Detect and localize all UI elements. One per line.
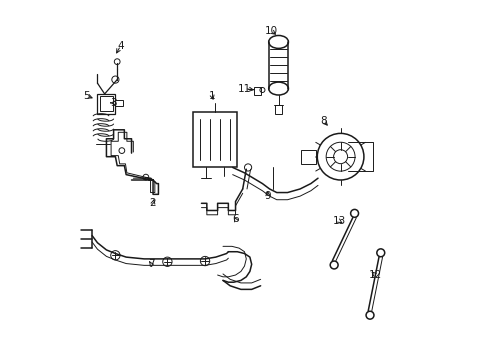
Text: 4: 4 bbox=[117, 41, 124, 50]
Text: 8: 8 bbox=[320, 116, 326, 126]
Bar bbox=[254, 87, 260, 95]
Text: 12: 12 bbox=[368, 270, 381, 280]
Text: 1: 1 bbox=[208, 91, 215, 101]
Ellipse shape bbox=[268, 36, 288, 48]
Text: 7: 7 bbox=[148, 259, 154, 269]
Bar bbox=[97, 94, 115, 114]
Text: 9: 9 bbox=[264, 191, 270, 201]
Circle shape bbox=[350, 210, 358, 217]
Text: 13: 13 bbox=[332, 216, 346, 226]
Bar bbox=[192, 112, 237, 167]
Bar bbox=[301, 149, 315, 164]
Text: 2: 2 bbox=[149, 198, 156, 208]
Circle shape bbox=[376, 249, 384, 257]
Circle shape bbox=[329, 261, 337, 269]
Text: 6: 6 bbox=[232, 215, 238, 224]
Bar bbox=[115, 100, 122, 106]
Text: 11: 11 bbox=[237, 84, 251, 94]
Bar bbox=[100, 96, 113, 111]
Text: 10: 10 bbox=[264, 26, 277, 36]
Bar bbox=[274, 105, 282, 114]
Text: 3: 3 bbox=[110, 98, 117, 108]
Text: 5: 5 bbox=[83, 91, 90, 101]
Circle shape bbox=[366, 311, 373, 319]
Ellipse shape bbox=[268, 82, 288, 95]
